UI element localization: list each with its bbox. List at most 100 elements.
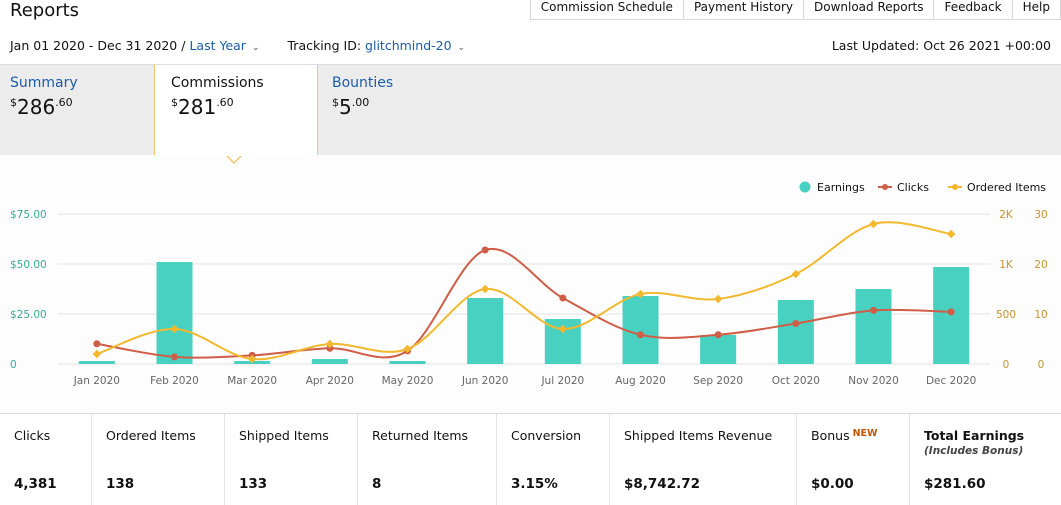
clicks-line <box>96 247 952 359</box>
amount-int: 286 <box>17 95 56 119</box>
y-right-clicks-tick-label: 500 <box>996 309 1016 321</box>
y-right-clicks-tick-label: 0 <box>1003 359 1010 371</box>
currency-symbol: $ <box>10 96 17 109</box>
stat-label: Returned Items <box>372 428 469 443</box>
tab-summary[interactable]: Summary $286.60 <box>0 65 154 156</box>
date-separator: / <box>181 38 186 53</box>
period-dropdown[interactable]: Last Year ⌄ <box>189 38 259 53</box>
x-tick-label: Sep 2020 <box>693 375 743 387</box>
clicks-point <box>93 340 101 348</box>
earnings-chart: $75.00 $50.00 $25.00 0 2K 1K 500 0 30 20 10 0 Jan 20… <box>0 155 1061 413</box>
tab-bounties-amount: $5.00 <box>332 95 472 119</box>
feedback-button[interactable]: Feedback <box>934 0 1013 20</box>
y-right-orders-tick-label: 0 <box>1038 359 1045 371</box>
tracking-id-dropdown[interactable]: glitchmind-20 ⌄ <box>365 38 465 53</box>
x-tick-label: Jun 2020 <box>461 375 508 387</box>
earnings-bar <box>622 296 659 364</box>
legend-clicks-label: Clicks <box>897 181 929 194</box>
top-links: Commission Schedule Payment History Down… <box>529 0 1061 20</box>
ordered-items-point <box>869 219 878 229</box>
ordered-items-point <box>558 324 568 334</box>
amount-dec: .00 <box>351 96 370 109</box>
chart-canvas: $75.00 $50.00 $25.00 0 2K 1K 500 0 30 20 10 0 Jan 20… <box>10 181 1048 387</box>
ordered-items-point <box>325 339 335 349</box>
stat-sublabel: (Includes Bonus) <box>924 445 1024 457</box>
payment-history-button[interactable]: Payment History <box>683 0 804 20</box>
clicks-point <box>481 246 489 254</box>
x-tick-label: Dec 2020 <box>926 375 976 387</box>
legend-clicks-marker <box>882 184 888 190</box>
stat-conversion: Conversion 3.15% <box>497 414 610 505</box>
stat-value: 8 <box>372 476 382 492</box>
stat-value: $0.00 <box>811 476 854 492</box>
y-right-clicks-tick-label: 1K <box>999 259 1014 271</box>
ordered-items-point <box>480 284 490 294</box>
y-right-clicks-tick-label: 2K <box>999 209 1014 221</box>
y-right-orders-tick-label: 30 <box>1034 209 1047 221</box>
earnings-bar <box>467 298 504 364</box>
tracking-label: Tracking ID: <box>287 38 362 53</box>
tab-commissions-label: Commissions <box>171 75 264 91</box>
stat-label: Ordered Items <box>106 428 196 443</box>
amount-dec: .60 <box>55 96 73 109</box>
y-right-orders-tick-label: 20 <box>1034 259 1047 271</box>
tab-summary-label: Summary <box>10 75 78 91</box>
stat-label: Bonus NEW <box>811 428 909 443</box>
stat-value: 133 <box>239 476 268 492</box>
x-tick-label: Apr 2020 <box>306 375 354 387</box>
tab-commissions-amount: $281.60 <box>171 95 307 119</box>
active-tab-pointer <box>226 155 242 164</box>
filter-row: Jan 01 2020 - Dec 31 2020 / Last Year ⌄ T… <box>10 38 465 53</box>
help-button[interactable]: Help <box>1012 0 1061 20</box>
download-reports-button[interactable]: Download Reports <box>803 0 935 20</box>
amount-int: 5 <box>339 95 352 119</box>
commission-schedule-button[interactable]: Commission Schedule <box>529 0 684 20</box>
ordered-items-line <box>96 221 952 361</box>
ordered-items-point <box>170 324 179 334</box>
y-left-tick-label: $25.00 <box>10 309 47 321</box>
x-tick-label: Nov 2020 <box>848 375 899 387</box>
clicks-point <box>714 331 722 339</box>
chevron-down-icon: ⌄ <box>251 43 260 53</box>
clicks-point <box>637 331 644 339</box>
x-tick-label: Aug 2020 <box>615 375 666 387</box>
clicks-point <box>326 344 334 352</box>
new-badge: NEW <box>852 428 878 439</box>
stat-total-earnings: Total Earnings (Includes Bonus) $281.60 <box>910 414 1061 505</box>
ordered-items-point <box>713 294 723 304</box>
x-tick-label: Feb 2020 <box>150 375 199 387</box>
stat-label-text: Bonus <box>811 428 850 443</box>
stat-label: Clicks <box>14 428 51 443</box>
last-updated-text: Last Updated: Oct 26 2021 +00:00 <box>831 38 1051 53</box>
stat-label: Shipped Items <box>239 428 329 443</box>
earnings-bar <box>855 289 892 364</box>
stat-value: 3.15% <box>511 476 558 492</box>
x-tick-label: Jul 2020 <box>540 375 584 387</box>
clicks-point <box>171 353 178 361</box>
earnings-bar <box>156 262 193 364</box>
report-tabs: Summary $286.60 Commissions $281.60 Boun… <box>0 64 1061 160</box>
stat-ordered-items: Ordered Items 138 <box>92 414 225 505</box>
stat-label: Conversion <box>511 428 582 443</box>
chevron-down-icon: ⌄ <box>457 43 466 53</box>
legend-earnings-label: Earnings <box>817 181 865 194</box>
legend-earnings-marker <box>799 181 811 193</box>
amount-int: 281 <box>178 95 217 119</box>
stat-value: $8,742.72 <box>624 476 701 492</box>
tab-bounties[interactable]: Bounties $5.00 <box>322 65 482 156</box>
ordered-items-point <box>403 344 412 354</box>
stat-bonus: Bonus NEW $0.00 <box>797 414 910 505</box>
tracking-id-label: glitchmind-20 <box>365 38 452 53</box>
tab-commissions[interactable]: Commissions $281.60 <box>154 65 318 160</box>
clicks-point <box>870 306 877 314</box>
ordered-items-point <box>636 289 645 299</box>
stats-bar: Clicks 4,381 Ordered Items 138 Shipped I… <box>0 413 1061 505</box>
y-left-tick-label: $75.00 <box>10 209 47 221</box>
date-range-text: Jan 01 2020 - Dec 31 2020 <box>10 38 178 53</box>
stat-value: 138 <box>106 476 135 492</box>
y-left-tick-label: $50.00 <box>10 259 47 271</box>
earnings-bar <box>389 361 426 364</box>
x-tick-label: Jan 2020 <box>73 375 120 387</box>
clicks-point <box>947 308 955 316</box>
tab-bounties-label: Bounties <box>332 75 394 91</box>
